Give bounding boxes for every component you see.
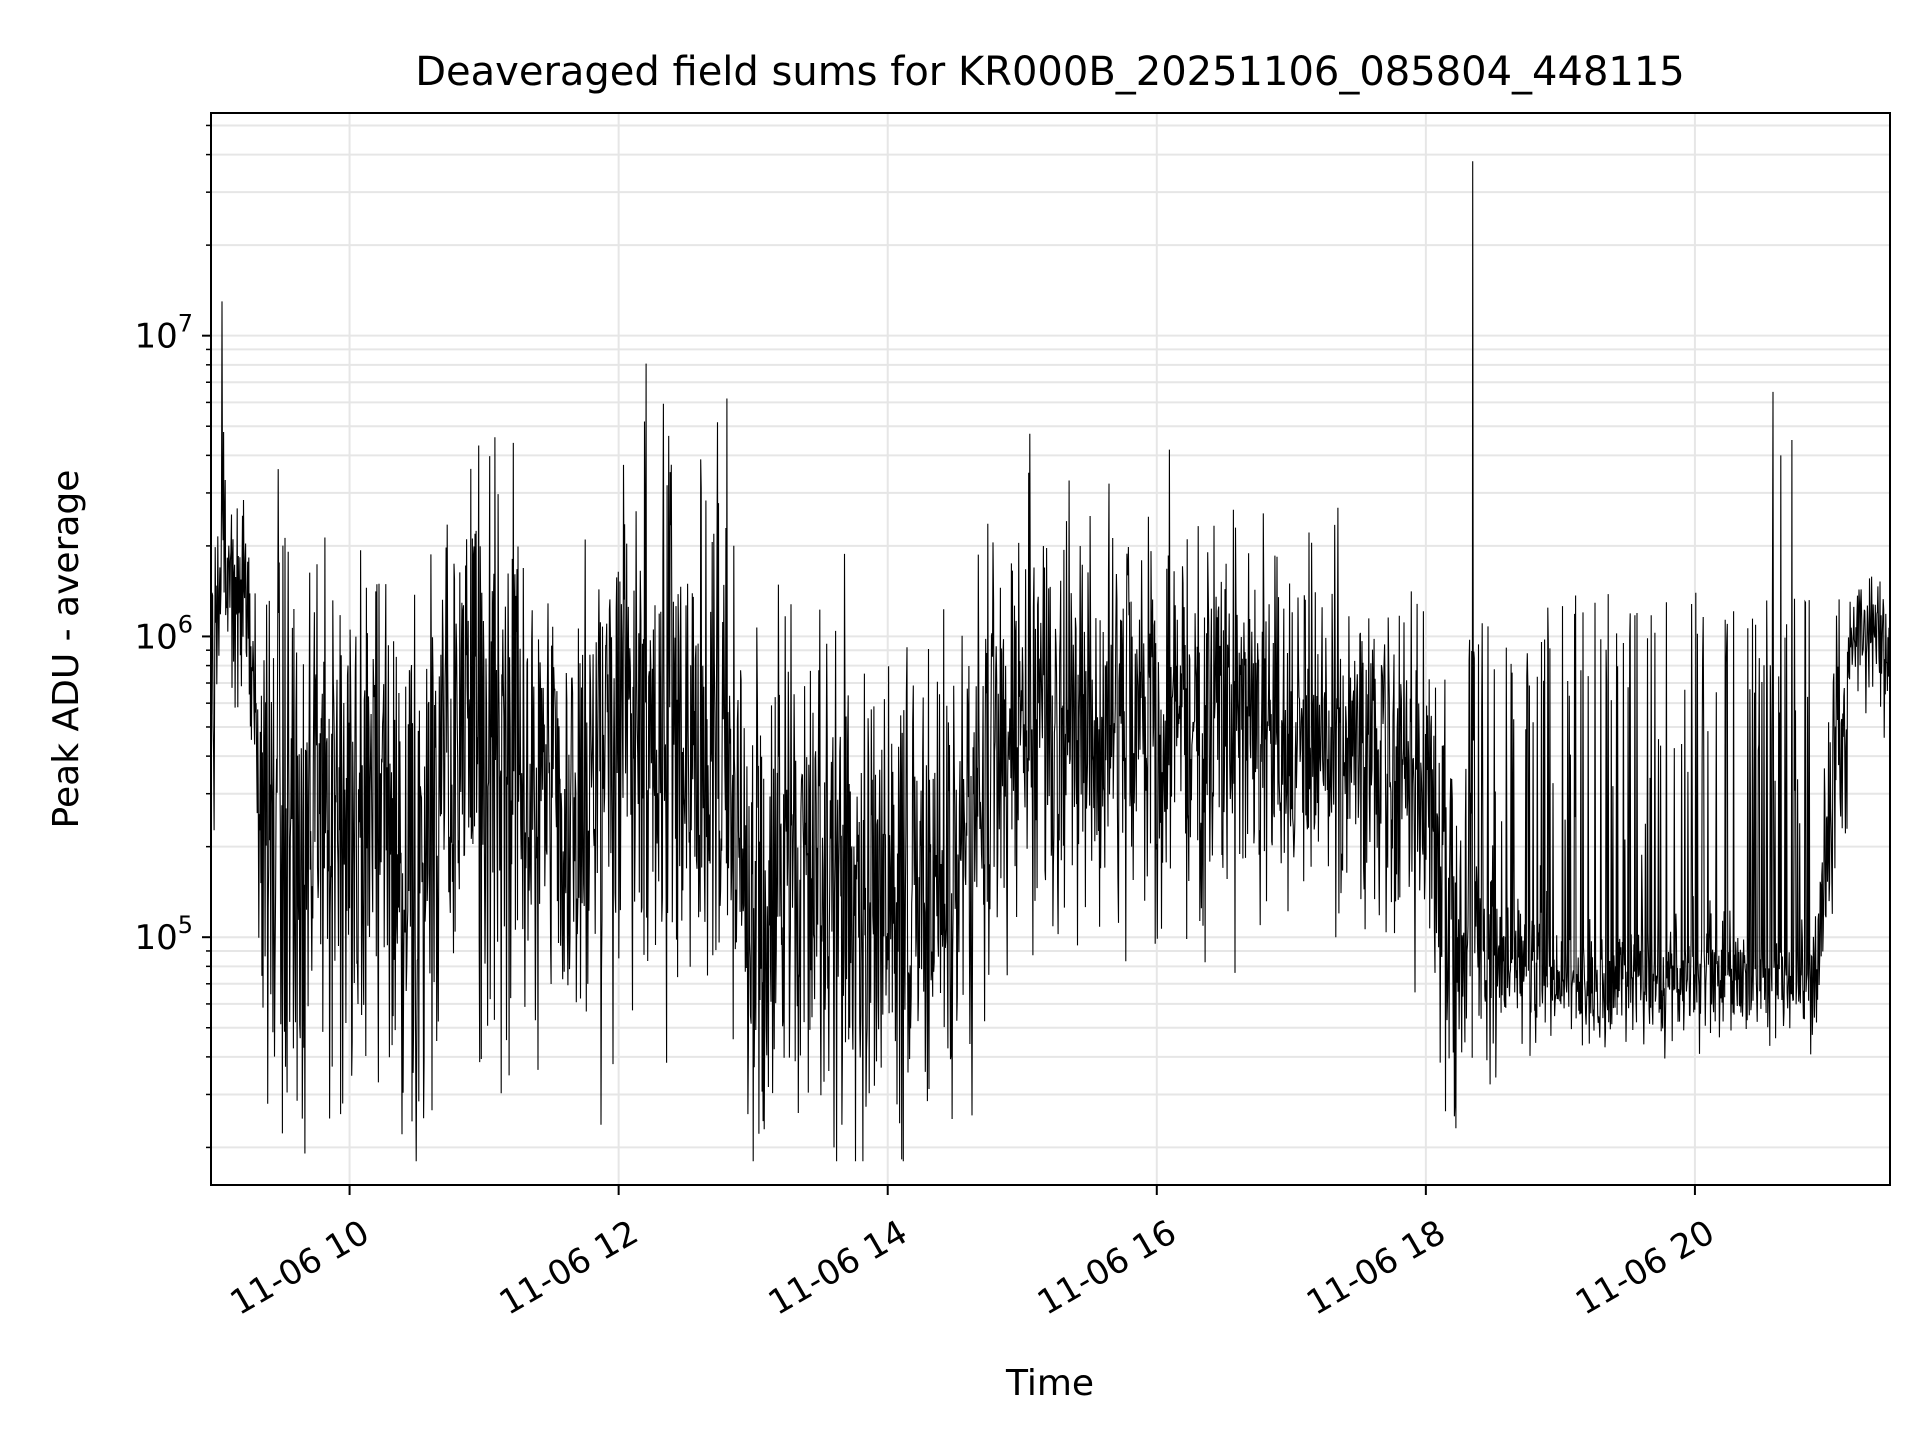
y-axis-label: Peak ADU - average xyxy=(46,470,87,829)
y-tick-label: 107 xyxy=(134,310,193,357)
data-series xyxy=(210,161,1891,1162)
series-line-peak-adu xyxy=(210,161,1891,1162)
plot-area-frame xyxy=(210,112,1891,1186)
chart-title: Deaveraged field sums for KR000B_2025110… xyxy=(415,49,1685,95)
y-tick-label: 105 xyxy=(134,911,193,958)
x-axis-label: Time xyxy=(1005,1363,1094,1404)
y-tick-label: 106 xyxy=(134,610,193,657)
